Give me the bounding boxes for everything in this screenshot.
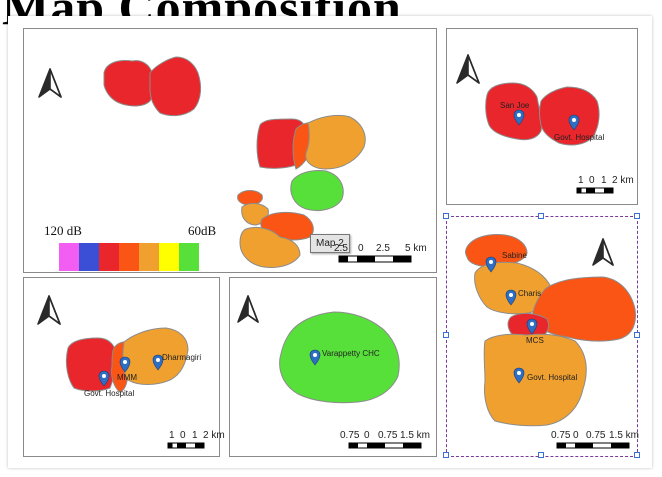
scale-bar: [576, 187, 614, 194]
region-7: [237, 190, 263, 206]
north-arrow-icon: [37, 295, 61, 325]
map-pin-icon: [513, 109, 525, 126]
poi-label: Sabine: [502, 251, 527, 260]
scale-tick-label: 2 km: [612, 175, 634, 186]
legend-high-label: 120 dB: [44, 223, 82, 238]
varappetty-map: [237, 295, 422, 449]
map-pin-icon: [152, 354, 164, 371]
map-pin-icon: [513, 367, 525, 384]
scale-tick-label: 1: [169, 430, 175, 441]
layout-canvas: 120 dB 60dB Map 2 2.5 0 2.5 5 km: [8, 16, 652, 468]
region-5: [305, 114, 366, 170]
map-pin-icon: [119, 356, 131, 373]
region-2: [149, 56, 202, 117]
north-arrow-icon: [237, 295, 259, 323]
north-arrow-icon: [38, 68, 62, 98]
legend-swatch: [139, 243, 159, 271]
region-1: [103, 60, 154, 107]
poi-label: San Joe: [500, 101, 530, 110]
resize-handle[interactable]: [443, 452, 449, 458]
legend-swatch: [59, 243, 79, 271]
scale-tick-label: 0: [573, 430, 579, 441]
scale-bar: [348, 442, 422, 449]
map-pin-icon: [505, 289, 517, 306]
legend-swatch: [99, 243, 119, 271]
scale-tick-label: 0: [589, 175, 595, 186]
overview-map: [38, 56, 412, 271]
region-varappetty-chc: [279, 311, 400, 404]
scale-bar: [338, 255, 412, 263]
region-govt-hospital: [539, 86, 600, 146]
scale-bar: [556, 442, 630, 449]
legend-swatch: [119, 243, 139, 271]
scale-tick-label: 1.5 km: [609, 430, 640, 441]
scale-tick-label: 1: [578, 175, 584, 186]
map-pin-icon: [526, 318, 538, 335]
scale-tick-label: 1: [192, 430, 198, 441]
scale-tick-label: 0: [180, 430, 186, 441]
poi-label: Govt. Hospital: [554, 133, 605, 142]
dharmagiri-map: [37, 295, 205, 449]
scale-bar: [167, 442, 205, 449]
poi-label: Govt. Hospital: [84, 389, 135, 398]
region-6: [290, 170, 344, 212]
resize-handle[interactable]: [443, 213, 449, 219]
resize-handle[interactable]: [634, 452, 640, 458]
scale-tick-label: 1: [601, 175, 607, 186]
legend-low-label: 60dB: [188, 223, 217, 238]
noise-legend: [59, 243, 199, 271]
map-item-tooltip: Map 2: [310, 234, 350, 253]
region-govt-hospital: [483, 333, 587, 427]
legend-swatch: [159, 243, 179, 271]
region-sabine: [465, 234, 528, 268]
scale-tick-label: 0.75: [586, 430, 606, 441]
scale-tick-label: 0: [358, 243, 364, 254]
poi-label: MCS: [526, 336, 544, 345]
resize-handle[interactable]: [634, 332, 640, 338]
map-panel-sabine[interactable]: Sabine Charis MCS Govt. Hospital 0.75 0 …: [446, 216, 640, 457]
scale-tick-label: 0: [364, 430, 370, 441]
scale-tick-label: 2.5: [334, 243, 348, 254]
scale-tick-label: 0.75: [378, 430, 398, 441]
poi-label: MMM: [117, 373, 137, 382]
north-arrow-icon: [592, 238, 614, 266]
poi-label: Charis: [518, 289, 542, 298]
poi-label: Dharmagiri: [162, 353, 202, 362]
map-pin-icon: [309, 349, 321, 366]
map-panel-overview[interactable]: 120 dB 60dB Map 2 2.5 0 2.5 5 km: [23, 28, 437, 273]
legend-swatch: [79, 243, 99, 271]
legend-swatch: [179, 243, 199, 271]
scale-tick-label: 0.75: [340, 430, 360, 441]
sabine-map: [465, 234, 636, 449]
region-mcs: [532, 276, 636, 342]
poi-label: Varappetty CHC: [322, 349, 380, 358]
scale-tick-label: 0.75: [551, 430, 571, 441]
map-panel-san-joe[interactable]: San Joe Govt. Hospital 1 0 1 2 km: [446, 28, 638, 205]
map-panel-varappetty[interactable]: Varappetty CHC 0.75 0 0.75 1.5 km: [229, 277, 437, 457]
region-10: [239, 226, 301, 268]
scale-tick-label: 2.5: [376, 243, 390, 254]
resize-handle[interactable]: [634, 213, 640, 219]
resize-handle[interactable]: [538, 452, 544, 458]
north-arrow-icon: [456, 54, 480, 84]
san-joe-map: [456, 54, 614, 194]
scale-tick-label: 1.5 km: [400, 430, 431, 441]
region-govt-hospital: [65, 337, 117, 392]
region-san-joe: [485, 82, 542, 141]
scale-tick-label: 5 km: [405, 243, 427, 254]
scale-tick-label: 2 km: [203, 430, 225, 441]
resize-handle[interactable]: [538, 213, 544, 219]
map-panel-dharmagiri[interactable]: Dharmagiri MMM Govt. Hospital 1 0 1 2 km: [23, 277, 225, 457]
poi-label: Govt. Hospital: [527, 373, 578, 382]
map-pin-icon: [485, 256, 497, 273]
resize-handle[interactable]: [443, 332, 449, 338]
map-pin-icon: [98, 370, 110, 387]
map-pin-icon: [568, 114, 580, 131]
